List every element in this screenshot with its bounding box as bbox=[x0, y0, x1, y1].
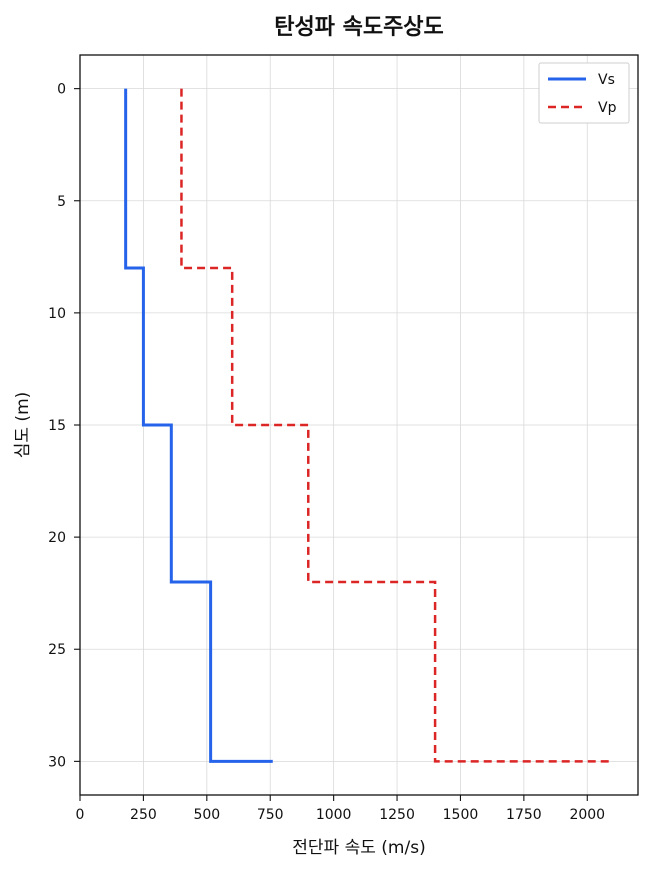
x-axis-label: 전단파 속도 (m/s) bbox=[292, 838, 425, 858]
series-vp-line bbox=[180, 88, 613, 763]
series-vs-line bbox=[124, 88, 273, 763]
y-tick-label: 20 bbox=[48, 530, 66, 546]
y-tick-label: 0 bbox=[57, 82, 66, 98]
legend-vp-label: Vp bbox=[598, 100, 617, 116]
tick-layer: 0 250 500 750 1000 1250 1500 1750 2000 0 5 10 15 20 25… bbox=[48, 82, 605, 823]
y-tick-label: 15 bbox=[48, 418, 66, 434]
x-tick-label: 1000 bbox=[316, 807, 352, 823]
y-axis-label: 심도 (m) bbox=[13, 392, 33, 459]
series-layer bbox=[124, 88, 613, 763]
x-tick-label: 250 bbox=[130, 807, 157, 823]
chart-title: 탄성파 속도주상도 bbox=[274, 15, 444, 40]
legend-vs-label: Vs bbox=[598, 72, 615, 88]
y-tick-label: 10 bbox=[48, 306, 66, 322]
y-tick-label: 5 bbox=[57, 194, 66, 210]
x-tick-label: 0 bbox=[76, 807, 85, 823]
y-tick-label: 25 bbox=[48, 642, 66, 658]
y-tick-label: 30 bbox=[48, 754, 66, 770]
x-tick-label: 750 bbox=[257, 807, 284, 823]
x-tick-label: 1250 bbox=[379, 807, 415, 823]
x-tick-label: 2000 bbox=[569, 807, 605, 823]
x-tick-label: 1500 bbox=[443, 807, 479, 823]
legend: Vs Vp bbox=[538, 62, 630, 124]
x-tick-label: 1750 bbox=[506, 807, 542, 823]
x-tick-label: 500 bbox=[193, 807, 220, 823]
grid-layer bbox=[79, 55, 638, 795]
